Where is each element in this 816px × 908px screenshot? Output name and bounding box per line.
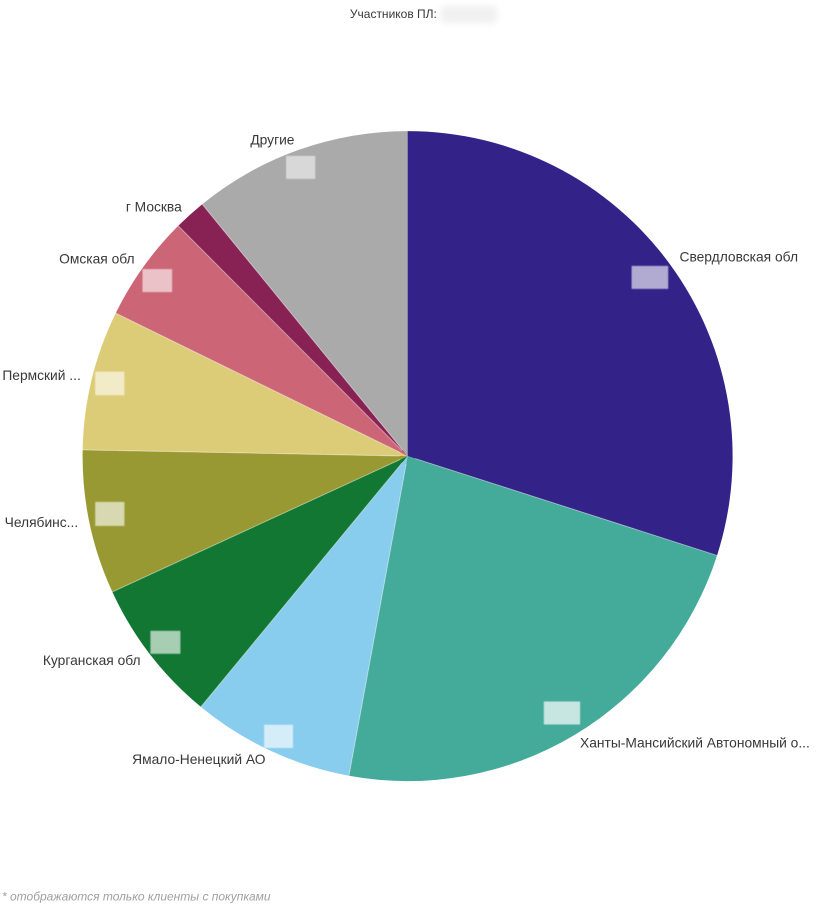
svg-text:Другие: Другие bbox=[250, 132, 294, 147]
svg-text:* отображаются только клиенты: * отображаются только клиенты с покупкам… bbox=[2, 890, 271, 904]
svg-text:г Москва: г Москва bbox=[126, 200, 182, 215]
svg-text:Челябинс...: Челябинс... bbox=[5, 515, 79, 530]
svg-text:Свердловская обл: Свердловская обл bbox=[680, 250, 799, 265]
svg-text:Пермский ...: Пермский ... bbox=[2, 368, 80, 383]
svg-text:Омская обл: Омская обл bbox=[59, 252, 134, 267]
svg-text:Ханты-Мансийский Автономный о.: Ханты-Мансийский Автономный о... bbox=[580, 736, 810, 751]
svg-text:Курганская обл: Курганская обл bbox=[43, 653, 141, 668]
svg-text:Участников ПЛ:: Участников ПЛ: bbox=[350, 7, 437, 21]
svg-text:Ямало-Ненецкий АО: Ямало-Ненецкий АО bbox=[132, 752, 266, 767]
